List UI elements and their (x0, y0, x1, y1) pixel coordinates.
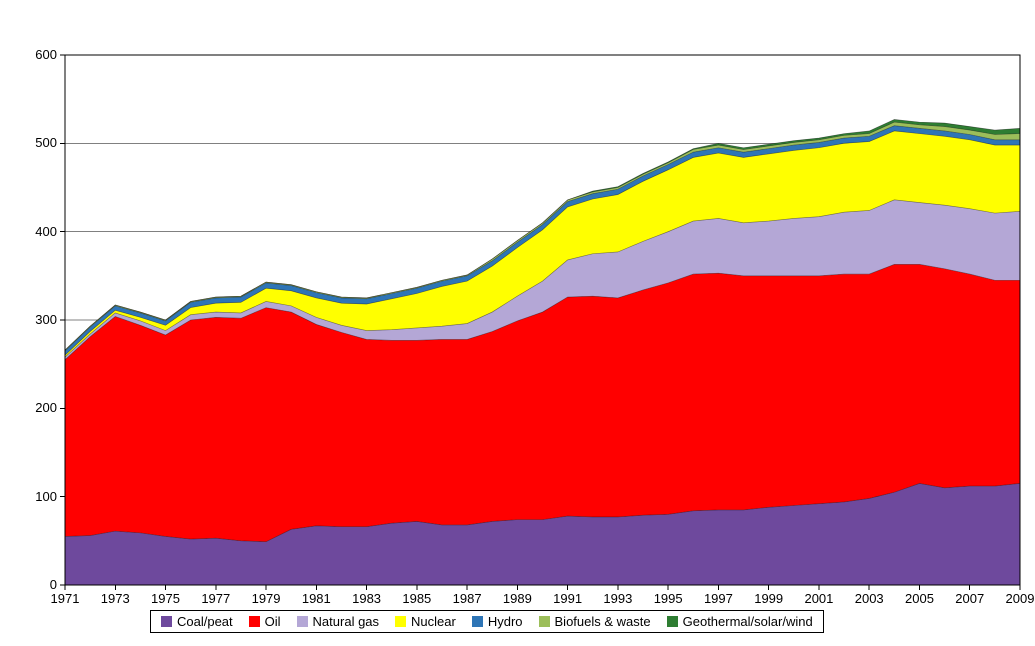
x-tick-label: 1995 (654, 591, 683, 606)
x-tick-label: 1973 (101, 591, 130, 606)
x-tick-label: 1987 (453, 591, 482, 606)
legend-item-coal-peat: Coal/peat (161, 614, 233, 629)
legend-swatch (395, 616, 406, 627)
y-tick-label: 300 (17, 312, 57, 327)
legend-swatch (297, 616, 308, 627)
legend-swatch (472, 616, 483, 627)
x-tick-label: 1991 (553, 591, 582, 606)
x-tick-label: 1979 (252, 591, 281, 606)
chart-svg (0, 0, 1035, 643)
legend-label: Biofuels & waste (555, 614, 651, 629)
y-tick-label: 200 (17, 400, 57, 415)
legend-swatch (161, 616, 172, 627)
legend-label: Geothermal/solar/wind (683, 614, 813, 629)
x-tick-label: 1993 (603, 591, 632, 606)
legend-swatch (539, 616, 550, 627)
legend-item-natural-gas: Natural gas (297, 614, 379, 629)
legend-item-hydro: Hydro (472, 614, 523, 629)
x-tick-label: 1985 (402, 591, 431, 606)
x-tick-label: 1997 (704, 591, 733, 606)
x-tick-label: 1971 (51, 591, 80, 606)
x-tick-label: 1981 (302, 591, 331, 606)
x-tick-label: 1983 (352, 591, 381, 606)
legend-label: Oil (265, 614, 281, 629)
legend-label: Hydro (488, 614, 523, 629)
legend-item-oil: Oil (249, 614, 281, 629)
x-tick-label: 2009 (1006, 591, 1035, 606)
legend-swatch (667, 616, 678, 627)
legend-item-biofuels-waste: Biofuels & waste (539, 614, 651, 629)
legend-label: Nuclear (411, 614, 456, 629)
y-tick-label: 400 (17, 224, 57, 239)
chart-legend: Coal/peat Oil Natural gas Nuclear Hydro Biofu… (150, 610, 824, 633)
x-tick-label: 1989 (503, 591, 532, 606)
y-tick-label: 0 (17, 577, 57, 592)
legend-swatch (249, 616, 260, 627)
x-tick-label: 2007 (955, 591, 984, 606)
x-tick-label: 2003 (855, 591, 884, 606)
stacked-area-chart: 0 100 200 300 400 500 600 1971 1973 1975 1977 1979 1… (0, 0, 1035, 643)
x-tick-label: 2005 (905, 591, 934, 606)
legend-label: Coal/peat (177, 614, 233, 629)
x-tick-label: 1999 (754, 591, 783, 606)
x-tick-label: 1975 (151, 591, 180, 606)
y-tick-label: 500 (17, 135, 57, 150)
x-tick-label: 2001 (804, 591, 833, 606)
legend-item-geothermal-solar-wind: Geothermal/solar/wind (667, 614, 813, 629)
legend-item-nuclear: Nuclear (395, 614, 456, 629)
legend-label: Natural gas (313, 614, 379, 629)
y-tick-label: 600 (17, 47, 57, 62)
y-tick-label: 100 (17, 489, 57, 504)
x-tick-label: 1977 (201, 591, 230, 606)
